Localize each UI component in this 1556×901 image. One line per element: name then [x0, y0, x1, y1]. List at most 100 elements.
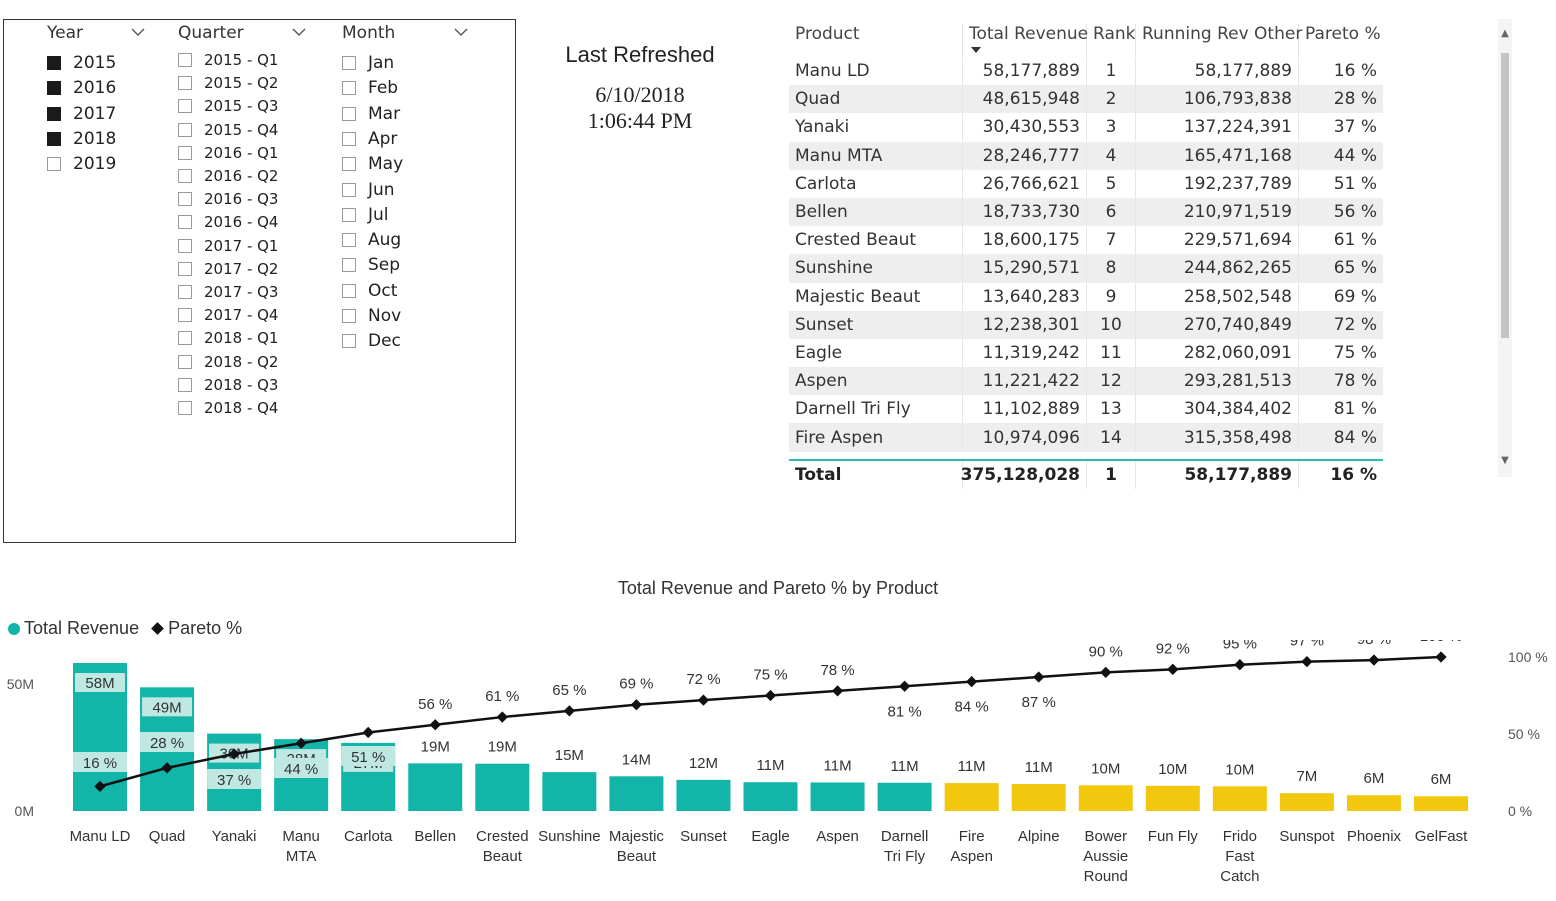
checkbox[interactable] [178, 401, 192, 415]
revenue-bar[interactable] [1212, 786, 1267, 811]
revenue-bar[interactable] [944, 783, 999, 811]
revenue-bar[interactable] [743, 782, 798, 811]
month-option[interactable]: Aug [342, 230, 401, 250]
table-row[interactable]: Majestic Beaut 13,640,283 9 258,502,548 69 % [789, 282, 1383, 311]
month-option[interactable]: Jun [342, 180, 395, 200]
checkbox[interactable] [342, 81, 356, 96]
revenue-bar[interactable] [542, 772, 597, 811]
checkbox[interactable] [178, 99, 192, 114]
month-option[interactable]: Jan [342, 53, 394, 73]
month-option[interactable]: Dec [342, 331, 401, 351]
pareto-point[interactable] [898, 680, 911, 692]
table-row[interactable]: Quad 48,615,948 2 106,793,838 28 % [789, 85, 1383, 114]
month-option[interactable]: Sep [342, 255, 400, 275]
quarter-option[interactable]: 2015 - Q4 [178, 121, 278, 139]
chevron-down-icon[interactable] [291, 24, 307, 40]
quarter-option[interactable]: 2017 - Q3 [178, 283, 278, 301]
revenue-bar[interactable] [1346, 795, 1401, 811]
pareto-point[interactable] [563, 705, 576, 717]
col-header-total-revenue[interactable]: Total Revenue [963, 24, 1088, 56]
pareto-point[interactable] [831, 685, 844, 697]
quarter-option[interactable]: 2017 - Q2 [178, 260, 278, 278]
quarter-option[interactable]: 2018 - Q1 [178, 329, 278, 347]
checkbox[interactable] [47, 131, 61, 146]
revenue-bar[interactable] [1078, 785, 1133, 811]
quarter-option[interactable]: 2016 - Q1 [178, 144, 278, 162]
pareto-point[interactable] [1435, 651, 1447, 663]
month-option[interactable]: Feb [342, 78, 398, 98]
table-scrollbar[interactable]: ▲ ▼ [1498, 19, 1512, 477]
quarter-option[interactable]: 2016 - Q4 [178, 213, 278, 231]
month-option[interactable]: Jul [342, 205, 389, 225]
checkbox[interactable] [178, 192, 192, 207]
year-option[interactable]: 2017 [47, 104, 116, 124]
revenue-bar[interactable] [1145, 785, 1200, 811]
revenue-bar[interactable] [408, 763, 463, 811]
scroll-thumb[interactable] [1501, 53, 1509, 338]
quarter-option[interactable]: 2015 - Q3 [178, 97, 278, 115]
col-header-running-rev-other[interactable]: Running Rev Other [1136, 24, 1302, 56]
legend-pareto-label[interactable]: Pareto % [168, 618, 243, 638]
chevron-down-icon[interactable] [130, 24, 146, 40]
year-option[interactable]: 2015 [47, 53, 116, 73]
checkbox[interactable] [342, 233, 356, 248]
checkbox[interactable] [178, 261, 192, 276]
year-option[interactable]: 2018 [47, 129, 116, 149]
pareto-point[interactable] [362, 726, 374, 739]
checkbox[interactable] [47, 106, 61, 121]
revenue-bar[interactable] [475, 763, 530, 811]
checkbox[interactable] [342, 157, 356, 172]
checkbox[interactable] [178, 145, 192, 160]
checkbox[interactable] [178, 308, 192, 323]
quarter-option[interactable]: 2018 - Q3 [178, 376, 278, 394]
checkbox[interactable] [178, 238, 192, 253]
table-row[interactable]: Manu LD 58,177,889 1 58,177,889 16 % [789, 57, 1383, 86]
quarter-option[interactable]: 2015 - Q2 [178, 74, 278, 92]
table-row[interactable]: Sunset 12,238,301 10 270,740,849 72 % [789, 310, 1383, 339]
checkbox[interactable] [342, 106, 356, 121]
quarter-option[interactable]: 2018 - Q2 [178, 353, 278, 371]
scroll-down-icon[interactable]: ▼ [1501, 455, 1509, 466]
checkbox[interactable] [342, 334, 356, 349]
month-option[interactable]: Oct [342, 281, 397, 301]
checkbox[interactable] [342, 131, 356, 146]
checkbox[interactable] [342, 207, 356, 222]
checkbox[interactable] [47, 157, 61, 172]
checkbox[interactable] [342, 309, 356, 323]
pareto-point[interactable] [496, 711, 508, 723]
pareto-point[interactable] [429, 719, 441, 731]
quarter-option[interactable]: 2016 - Q2 [178, 167, 278, 185]
checkbox[interactable] [178, 377, 192, 392]
pareto-point[interactable] [965, 675, 978, 688]
table-row[interactable]: Yanaki 30,430,553 3 137,224,391 37 % [789, 113, 1383, 142]
revenue-bar[interactable] [676, 779, 731, 811]
table-row[interactable]: Manu MTA 28,246,777 4 165,471,168 44 % [789, 141, 1383, 170]
pareto-point[interactable] [1167, 663, 1179, 675]
pareto-point[interactable] [697, 694, 710, 706]
col-header-product[interactable]: Product [789, 24, 963, 56]
revenue-bar[interactable] [1279, 793, 1334, 811]
revenue-bar[interactable] [1011, 784, 1066, 811]
table-row[interactable]: Aspen 11,221,422 12 293,281,513 78 % [789, 367, 1383, 396]
pareto-point[interactable] [764, 689, 777, 702]
month-option[interactable]: Mar [342, 104, 400, 124]
quarter-option[interactable]: 2016 - Q3 [178, 190, 278, 208]
table-row[interactable]: Eagle 11,319,242 11 282,060,091 75 % [789, 338, 1383, 367]
revenue-bar[interactable] [609, 776, 664, 811]
checkbox[interactable] [178, 354, 192, 369]
year-option[interactable]: 2019 [47, 154, 116, 174]
checkbox[interactable] [342, 56, 356, 70]
quarter-option[interactable]: 2017 - Q1 [178, 237, 278, 255]
quarter-option[interactable]: 2018 - Q4 [178, 399, 278, 417]
checkbox[interactable] [342, 182, 356, 197]
month-option[interactable]: Apr [342, 129, 397, 149]
pareto-point[interactable] [1234, 659, 1246, 671]
table-row[interactable]: Sunshine 15,290,571 8 244,862,265 65 % [789, 254, 1383, 283]
quarter-option[interactable]: 2015 - Q1 [178, 51, 278, 69]
pareto-point[interactable] [1100, 666, 1112, 679]
revenue-bar[interactable] [810, 782, 865, 811]
month-option[interactable]: May [342, 154, 403, 174]
table-row[interactable]: Bellen 18,733,730 6 210,971,519 56 % [789, 197, 1383, 227]
checkbox[interactable] [342, 258, 356, 273]
pareto-point[interactable] [1368, 654, 1380, 666]
